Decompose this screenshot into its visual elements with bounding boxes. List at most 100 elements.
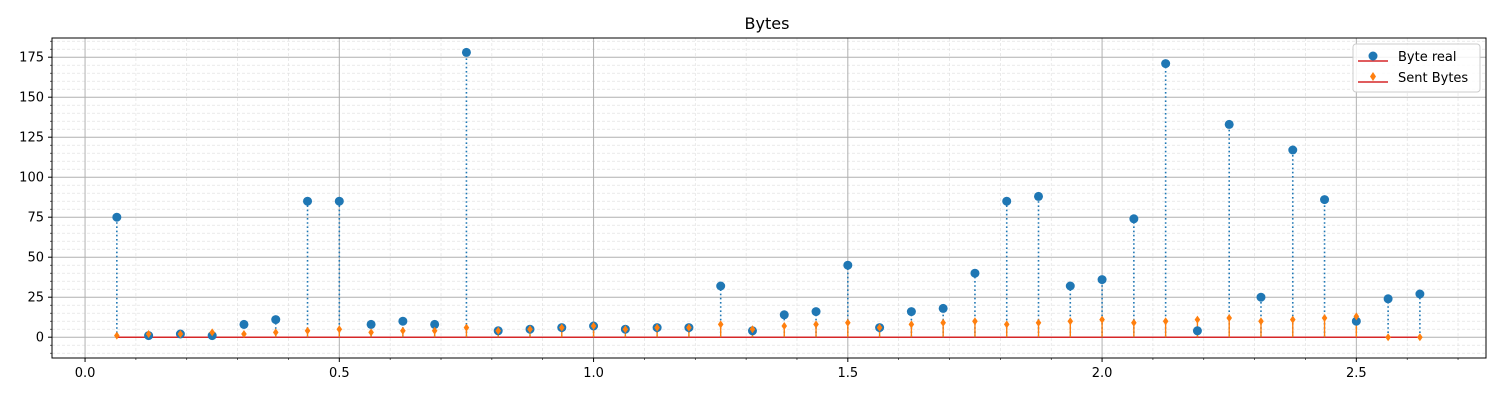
legend-sent-bytes-label: Sent Bytes: [1398, 71, 1468, 86]
y-tick-label: 50: [27, 251, 44, 266]
byte-real-point: [1034, 191, 1044, 201]
sent-bytes-point: [272, 328, 279, 337]
sent-bytes-point: [145, 330, 152, 338]
sent-bytes-point: [177, 330, 184, 338]
x-tick-label: 2.5: [1346, 366, 1367, 381]
sent-bytes-point: [558, 323, 565, 332]
sent-bytes-point: [1067, 317, 1074, 326]
byte-real-point: [461, 47, 471, 57]
byte-real-point: [303, 196, 313, 206]
sent-bytes-point: [1003, 320, 1010, 329]
byte-real-point: [1065, 281, 1075, 291]
byte-real-point: [1129, 214, 1139, 224]
sent-bytes-point: [845, 318, 851, 327]
byte-real-point: [1288, 145, 1298, 155]
sent-bytes-point: [114, 331, 120, 340]
byte-real-point: [1351, 316, 1361, 326]
y-tick-label: 150: [19, 91, 44, 106]
sent-bytes-point: [749, 325, 756, 334]
chart-title: Bytes: [745, 14, 790, 33]
x-tick-label: 0.5: [329, 366, 350, 381]
byte-real-point: [1320, 195, 1330, 205]
sent-bytes-point: [304, 326, 311, 335]
major-gridlines: [52, 38, 1486, 358]
legend: Byte real Sent Bytes: [1352, 43, 1481, 93]
legend-byte-real-label: Byte real: [1398, 50, 1456, 65]
sent-bytes-point: [972, 317, 978, 326]
x-tick-label: 1.0: [583, 366, 604, 381]
byte-real-point: [430, 319, 440, 329]
sent-bytes-point: [1226, 314, 1233, 322]
byte-real-point: [811, 307, 821, 317]
sent-bytes-point: [1417, 333, 1423, 342]
legend-box: [1352, 43, 1481, 93]
byte-real-point: [970, 268, 980, 278]
sent-bytes-point: [876, 323, 883, 332]
sent-bytes-point: [1385, 333, 1391, 342]
sent-bytes-point: [1258, 317, 1264, 326]
markers-layer: [112, 47, 1425, 342]
sent-bytes-point: [463, 323, 470, 332]
x-tick-label: 2.0: [1092, 366, 1113, 381]
sent-bytes-point: [717, 320, 724, 329]
sent-bytes-point: [781, 322, 788, 330]
y-tick-label: 0: [36, 331, 44, 346]
byte-real-point: [1256, 292, 1266, 302]
sent-bytes-point: [241, 330, 247, 338]
sent-bytes-point: [495, 326, 502, 335]
sent-bytes-point: [1131, 318, 1137, 327]
byte-real-point: [271, 315, 281, 325]
sent-bytes-point: [590, 322, 597, 330]
x-tick-label: 1.5: [837, 366, 858, 381]
byte-real-point: [716, 281, 726, 291]
sent-bytes-point: [686, 323, 692, 332]
sent-bytes-point: [940, 318, 946, 327]
byte-real-point: [366, 319, 376, 329]
byte-real-point: [1097, 275, 1107, 285]
byte-real-point: [334, 196, 344, 206]
byte-real-point: [779, 310, 789, 320]
y-tick-label: 25: [27, 291, 44, 306]
sent-bytes-point: [336, 325, 343, 334]
sent-bytes-point: [654, 323, 660, 332]
byte-real-point: [906, 307, 916, 317]
byte-real-point: [398, 316, 408, 326]
y-tick-label: 125: [19, 131, 44, 146]
byte-real-point: [1002, 196, 1012, 206]
y-tick-label: 100: [19, 171, 44, 186]
byte-real-point: [1224, 119, 1234, 129]
sent-bytes-point: [1353, 312, 1360, 321]
byte-real-point: [1383, 294, 1393, 304]
byte-real-point: [1161, 59, 1171, 69]
sent-bytes-point: [431, 326, 438, 335]
sent-bytes-point: [1162, 317, 1169, 326]
byte-real-point: [938, 303, 948, 313]
byte-real-point: [1415, 289, 1425, 299]
sent-bytes-point: [209, 328, 215, 337]
sent-bytes-point: [1099, 315, 1105, 324]
legend-sent-bytes-marker: [1370, 72, 1376, 81]
axis-ticks: 0.0 0.5 1.0 1.5 2.0 2.5 0 25 50 75 100 125 150 175: [19, 40, 1459, 381]
sent-bytes-point: [1321, 314, 1328, 322]
byte-real-point: [239, 319, 249, 329]
sent-bytes-point: [368, 328, 374, 337]
y-tick-label: 75: [27, 211, 44, 226]
y-tick-label: 175: [19, 51, 44, 66]
minor-gridlines: [52, 38, 1486, 358]
x-tick-label: 0.0: [75, 366, 96, 381]
sent-bytes-point: [1194, 315, 1201, 324]
sent-bytes-point: [813, 320, 819, 329]
sent-bytes-point: [622, 325, 629, 334]
byte-real-point: [1192, 326, 1202, 336]
sent-bytes-point: [400, 326, 406, 335]
sent-bytes-point: [1289, 315, 1296, 324]
sent-bytes-point: [1035, 318, 1042, 327]
byte-real-point: [112, 212, 122, 222]
legend-byte-real-marker: [1368, 51, 1378, 61]
plot-area-frame: [51, 37, 1487, 359]
sent-bytes-point: [527, 325, 533, 334]
byte-real-point: [843, 260, 853, 270]
sent-bytes-point: [908, 320, 915, 329]
